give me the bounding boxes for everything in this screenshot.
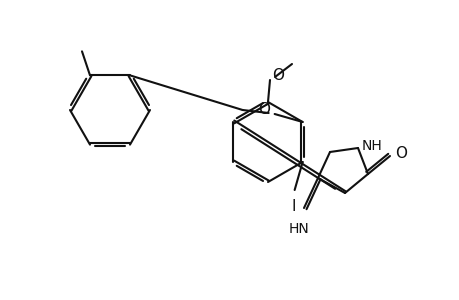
- Text: O: O: [271, 68, 283, 82]
- Text: HN: HN: [288, 222, 309, 236]
- Text: O: O: [394, 146, 406, 160]
- Text: O: O: [257, 101, 269, 116]
- Text: I: I: [291, 199, 295, 214]
- Text: NH: NH: [361, 139, 382, 153]
